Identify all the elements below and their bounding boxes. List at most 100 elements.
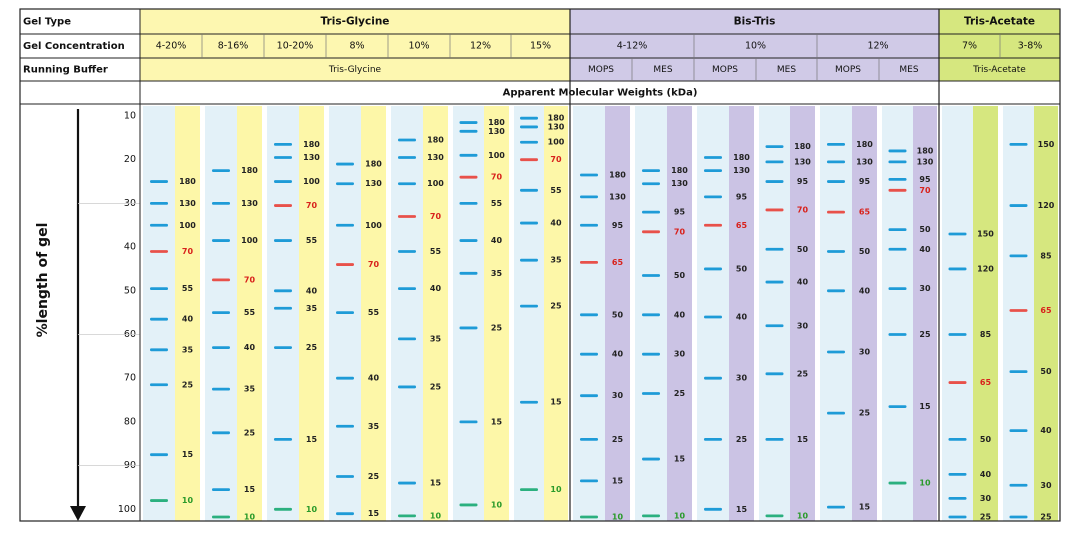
band-10-1 bbox=[765, 160, 784, 164]
y-tick-label-1: 20 bbox=[124, 154, 136, 165]
band-9-5 bbox=[704, 315, 722, 319]
band-label-5-8: 15 bbox=[491, 417, 503, 426]
band-7-7 bbox=[580, 437, 598, 441]
band-5-8 bbox=[459, 420, 478, 424]
band-4-8 bbox=[398, 481, 416, 485]
band-2-8 bbox=[274, 437, 292, 441]
band-label-12-7: 25 bbox=[919, 330, 931, 339]
band-5-9 bbox=[459, 503, 478, 507]
band-11-1 bbox=[827, 160, 845, 164]
band-label-0-6: 35 bbox=[182, 345, 194, 354]
band-14-0 bbox=[1009, 143, 1028, 146]
gel-type-title-2: Tris-Acetate bbox=[964, 16, 1035, 28]
band-0-3 bbox=[150, 250, 168, 253]
band-label-11-6: 30 bbox=[859, 347, 871, 356]
band-11-7 bbox=[827, 411, 845, 415]
band-label-8-5: 40 bbox=[674, 310, 686, 319]
band-label-8-3: 70 bbox=[674, 227, 686, 236]
band-3-8 bbox=[336, 512, 354, 516]
band-1-0 bbox=[212, 169, 230, 173]
band-6-5 bbox=[520, 221, 538, 225]
band-12-2 bbox=[888, 177, 907, 181]
band-label-3-3: 70 bbox=[368, 260, 380, 269]
band-label-0-4: 55 bbox=[182, 284, 194, 293]
outer-border bbox=[19, 8, 1061, 522]
band-label-4-4: 55 bbox=[430, 247, 442, 256]
band-8-9 bbox=[642, 514, 660, 518]
band-12-7 bbox=[888, 333, 907, 336]
label-lane-14 bbox=[1034, 106, 1058, 521]
y-tick-label-4: 50 bbox=[124, 285, 136, 296]
band-8-3 bbox=[642, 230, 660, 234]
label-lane-3 bbox=[361, 106, 386, 521]
band-9-7 bbox=[704, 437, 722, 441]
band-label-8-2: 95 bbox=[674, 208, 686, 217]
band-label-3-6: 35 bbox=[368, 422, 380, 431]
concentration-4: 10% bbox=[408, 41, 429, 52]
band-11-0 bbox=[827, 143, 845, 146]
band-9-4 bbox=[704, 267, 722, 271]
running-buffer-7: Tris-Acetate bbox=[972, 65, 1026, 75]
band-label-11-7: 25 bbox=[859, 409, 871, 418]
band-label-0-2: 100 bbox=[179, 221, 196, 230]
band-2-5 bbox=[274, 289, 292, 293]
band-14-3 bbox=[1009, 309, 1028, 312]
band-1-5 bbox=[212, 346, 230, 350]
band-label-7-3: 65 bbox=[612, 258, 624, 267]
y-tick-label-7: 80 bbox=[124, 416, 136, 427]
sample-lane-12 bbox=[882, 106, 913, 521]
band-3-7 bbox=[336, 475, 354, 478]
band-6-6 bbox=[520, 258, 538, 262]
concentration-3: 8% bbox=[349, 41, 364, 52]
band-8-7 bbox=[642, 392, 660, 395]
band-label-8-4: 50 bbox=[674, 271, 686, 280]
band-4-6 bbox=[398, 337, 416, 341]
band-label-7-0: 180 bbox=[609, 170, 626, 179]
band-7-8 bbox=[580, 479, 598, 483]
band-10-3 bbox=[765, 208, 784, 212]
band-0-6 bbox=[150, 348, 168, 352]
band-label-9-4: 50 bbox=[736, 264, 748, 273]
running-buffer-0: Tris-Glycine bbox=[328, 65, 382, 75]
band-label-12-9: 10 bbox=[919, 479, 931, 488]
band-13-7 bbox=[948, 515, 967, 519]
band-6-2 bbox=[520, 140, 538, 144]
band-label-2-6: 35 bbox=[306, 304, 318, 313]
band-label-11-8: 15 bbox=[859, 503, 871, 512]
band-label-7-6: 30 bbox=[612, 391, 624, 400]
band-label-4-6: 35 bbox=[430, 334, 442, 343]
band-7-9 bbox=[580, 515, 598, 519]
band-9-8 bbox=[704, 507, 722, 511]
label-lane-1 bbox=[237, 106, 262, 521]
band-2-2 bbox=[274, 180, 292, 183]
band-3-3 bbox=[336, 263, 354, 266]
band-6-4 bbox=[520, 188, 538, 192]
label-lane-6 bbox=[544, 106, 568, 521]
band-8-6 bbox=[642, 352, 660, 356]
band-5-4 bbox=[459, 202, 478, 205]
band-label-6-0: 180 bbox=[548, 114, 565, 123]
band-14-5 bbox=[1009, 429, 1028, 433]
band-7-0 bbox=[580, 173, 598, 177]
band-10-4 bbox=[765, 247, 784, 251]
band-label-9-6: 30 bbox=[736, 374, 748, 383]
band-label-6-2: 100 bbox=[548, 138, 565, 147]
band-label-14-2: 85 bbox=[1040, 251, 1052, 260]
band-label-6-6: 35 bbox=[550, 256, 562, 265]
label-lane-13 bbox=[973, 106, 998, 521]
header-group-band-0 bbox=[140, 9, 570, 81]
band-1-7 bbox=[212, 431, 230, 435]
gel-type-title-0: Tris-Glycine bbox=[321, 16, 390, 28]
band-label-5-6: 35 bbox=[491, 269, 503, 278]
band-13-3 bbox=[948, 381, 967, 384]
concentration-8: 10% bbox=[745, 41, 766, 52]
band-label-10-6: 30 bbox=[797, 321, 809, 330]
band-label-4-3: 70 bbox=[430, 212, 442, 221]
band-4-0 bbox=[398, 138, 416, 142]
band-1-9 bbox=[212, 515, 230, 519]
sample-lane-0 bbox=[143, 106, 175, 521]
band-label-11-5: 40 bbox=[859, 286, 871, 295]
band-label-7-2: 95 bbox=[612, 221, 624, 230]
band-7-5 bbox=[580, 352, 598, 356]
band-8-4 bbox=[642, 274, 660, 277]
